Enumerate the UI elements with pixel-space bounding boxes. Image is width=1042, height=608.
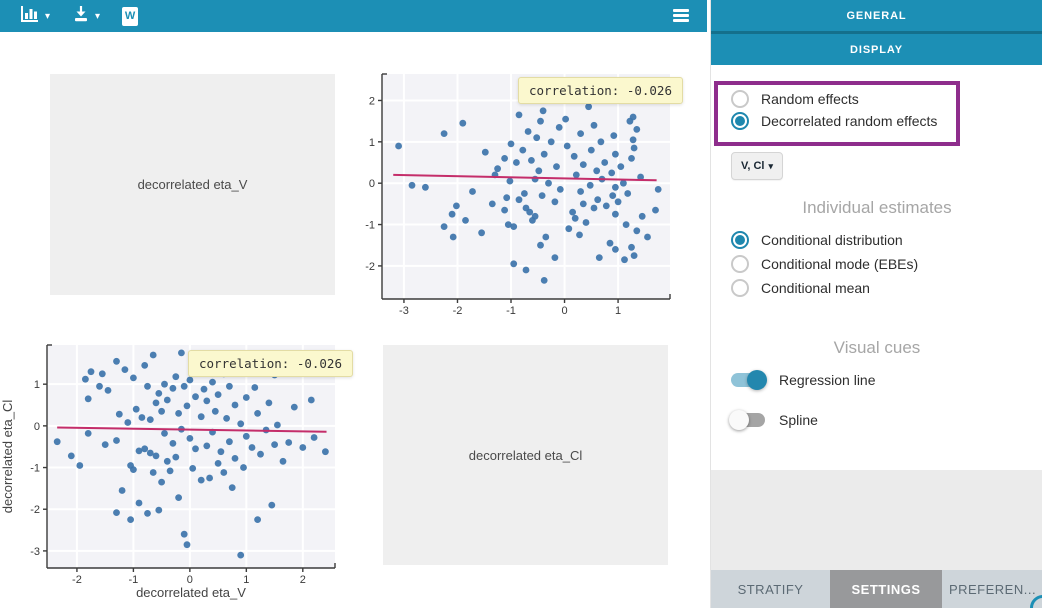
svg-text:1: 1 bbox=[369, 137, 375, 149]
radio-icon[interactable] bbox=[731, 279, 749, 297]
svg-text:0: 0 bbox=[187, 574, 193, 586]
parameter-dropdown-button[interactable]: V, Cl ▾ bbox=[731, 152, 783, 180]
export-menu-button[interactable]: ▾ bbox=[72, 5, 100, 28]
visual-cues-title: Visual cues bbox=[833, 338, 921, 357]
scatter-plot-eta-v-vs-eta-cl[interactable]: -3 -2 -1 0 1 2 1 0 -1 -2 bbox=[360, 64, 690, 316]
svg-text:-1: -1 bbox=[129, 574, 139, 586]
correlation-tooltip: correlation: -0.026 bbox=[188, 350, 353, 377]
svg-text:2: 2 bbox=[300, 574, 306, 586]
download-icon bbox=[72, 5, 90, 28]
toggle-regression-line[interactable]: Regression line bbox=[731, 369, 876, 391]
svg-text:0: 0 bbox=[561, 305, 567, 316]
top-toolbar: ▾ ▾ W bbox=[0, 0, 707, 32]
svg-text:-2: -2 bbox=[453, 305, 463, 316]
diagonal-panel-eta-v: decorrelated eta_V bbox=[50, 74, 335, 295]
radio-icon[interactable] bbox=[731, 231, 749, 249]
toggle-switch-icon[interactable] bbox=[729, 410, 765, 430]
radio-icon[interactable] bbox=[731, 255, 749, 273]
svg-text:-1: -1 bbox=[506, 305, 516, 316]
radio-label: Conditional mean bbox=[761, 280, 870, 296]
radio-conditional-mode-ebes[interactable]: Conditional mode (EBEs) bbox=[731, 253, 918, 275]
svg-text:-3: -3 bbox=[399, 305, 409, 316]
chart-type-menu-button[interactable]: ▾ bbox=[20, 5, 50, 28]
panel-header-display[interactable]: DISPLAY bbox=[711, 34, 1042, 68]
radio-label: Conditional distribution bbox=[761, 232, 903, 248]
export-word-button[interactable]: W bbox=[122, 6, 139, 26]
svg-text:-3: -3 bbox=[30, 546, 40, 558]
svg-text:1: 1 bbox=[243, 574, 249, 586]
radio-label: Decorrelated random effects bbox=[761, 113, 938, 129]
tab-preferences[interactable]: PREFEREN... bbox=[942, 570, 1042, 608]
bar-chart-icon bbox=[20, 5, 40, 28]
diagonal-panel-eta-cl: decorrelated eta_Cl bbox=[383, 345, 668, 565]
toggle-switch-icon[interactable] bbox=[731, 370, 767, 390]
display-settings-body: Random effects Decorrelated random effec… bbox=[711, 65, 1042, 470]
tab-stratify[interactable]: STRATIFY bbox=[711, 570, 830, 608]
svg-text:1: 1 bbox=[615, 305, 621, 316]
radio-conditional-distribution[interactable]: Conditional distribution bbox=[731, 229, 903, 251]
svg-text:-2: -2 bbox=[365, 261, 375, 273]
svg-text:2: 2 bbox=[369, 95, 375, 107]
tab-settings[interactable]: SETTINGS bbox=[830, 570, 942, 608]
radio-icon[interactable] bbox=[731, 112, 749, 130]
radio-label: Conditional mode (EBEs) bbox=[761, 256, 919, 272]
svg-text:decorrelated eta_Cl: decorrelated eta_Cl bbox=[0, 400, 15, 514]
svg-text:0: 0 bbox=[369, 178, 375, 190]
chevron-down-icon: ▾ bbox=[95, 10, 101, 22]
chevron-down-icon: ▾ bbox=[768, 160, 773, 171]
panel-header-general[interactable]: GENERAL bbox=[711, 0, 1042, 34]
toggle-label: Regression line bbox=[779, 372, 876, 388]
toggle-label: Spline bbox=[779, 412, 818, 428]
toggle-spline[interactable]: Spline bbox=[729, 409, 818, 431]
correlation-tooltip: correlation: -0.026 bbox=[518, 77, 683, 104]
radio-random-effects[interactable]: Random effects bbox=[731, 88, 859, 110]
svg-text:-2: -2 bbox=[30, 504, 40, 516]
panel-tabbar: STRATIFY SETTINGS PREFEREN... bbox=[711, 570, 1042, 608]
radio-label: Random effects bbox=[761, 91, 859, 107]
radio-decorrelated-random-effects[interactable]: Decorrelated random effects bbox=[731, 110, 937, 132]
settings-panel: GENERAL DISPLAY Random effects Decorrela… bbox=[710, 0, 1042, 608]
svg-text:-2: -2 bbox=[72, 574, 82, 586]
chevron-down-icon: ▾ bbox=[45, 10, 51, 22]
svg-text:-1: -1 bbox=[30, 463, 40, 475]
svg-text:1: 1 bbox=[34, 379, 40, 391]
corner-scroll-decoration bbox=[1030, 595, 1042, 608]
scatter-plot-eta-cl-vs-eta-v[interactable]: -2 -1 0 1 2 1 0 -1 -2 -3 decorrelated eta_V decorre… bbox=[0, 335, 350, 608]
svg-text:0: 0 bbox=[34, 421, 40, 433]
individual-estimates-title: Individual estimates bbox=[802, 198, 952, 217]
svg-text:-1: -1 bbox=[365, 220, 375, 232]
diagonal-panel-label: decorrelated eta_Cl bbox=[468, 447, 583, 463]
panel-filler bbox=[711, 470, 1042, 570]
svg-text:decorrelated eta_V: decorrelated eta_V bbox=[136, 585, 246, 600]
diagonal-panel-label: decorrelated eta_V bbox=[137, 177, 248, 192]
menu-icon[interactable] bbox=[673, 9, 689, 24]
word-document-icon: W bbox=[122, 6, 139, 26]
radio-conditional-mean[interactable]: Conditional mean bbox=[731, 277, 870, 299]
radio-icon[interactable] bbox=[731, 90, 749, 108]
